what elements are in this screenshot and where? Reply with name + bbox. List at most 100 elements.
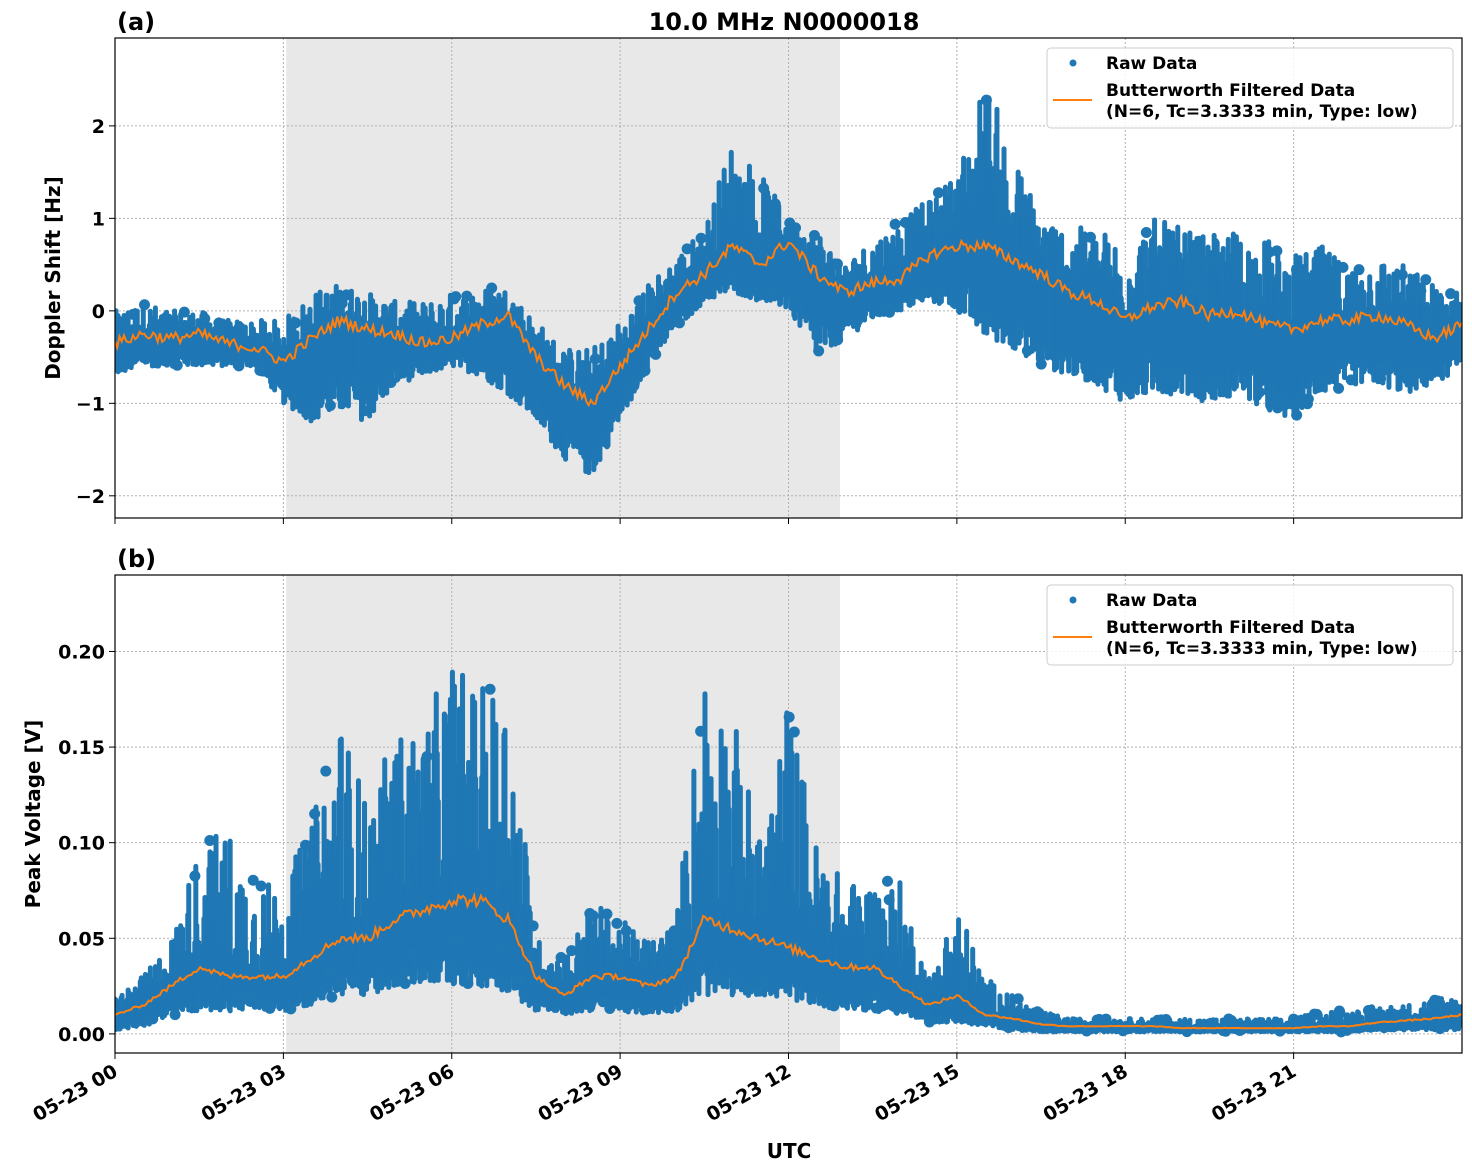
raw-data-point: [204, 834, 216, 846]
raw-data-point: [692, 962, 704, 974]
raw-data-point: [421, 751, 433, 763]
y-tick-label: 0.05: [58, 928, 105, 950]
raw-data-point: [1272, 390, 1284, 402]
y-tick-label: −2: [76, 486, 105, 508]
raw-data-point: [285, 1003, 297, 1015]
raw-data-point: [264, 1002, 276, 1014]
raw-data-point: [422, 360, 434, 372]
legend-box: [1046, 584, 1454, 666]
x-tick-label: 05-23 00: [29, 1060, 121, 1126]
raw-data-point: [868, 989, 880, 1001]
raw-data-point: [1341, 1024, 1353, 1036]
raw-data-point: [461, 290, 473, 302]
raw-data-point: [1345, 374, 1357, 386]
raw-data-point: [359, 405, 371, 417]
raw-data-point: [254, 364, 266, 376]
raw-data-point: [229, 988, 241, 1000]
raw-data-point: [1012, 993, 1024, 1005]
raw-data-point: [1353, 264, 1365, 276]
raw-data-point: [753, 985, 765, 997]
raw-data-point: [746, 283, 758, 295]
raw-data-point: [828, 1000, 840, 1012]
raw-data-point: [1031, 1006, 1043, 1018]
legend-filtered-params: (N=6, Tc=3.3333 min, Type: low): [1106, 639, 1418, 659]
raw-data-point: [514, 973, 526, 985]
raw-data-point: [884, 306, 896, 318]
raw-data-point: [406, 946, 418, 958]
raw-data-point: [650, 348, 662, 360]
raw-data-point: [589, 353, 601, 365]
raw-data-point: [385, 377, 397, 389]
raw-data-point: [300, 839, 312, 851]
raw-data-point: [1378, 1022, 1390, 1034]
raw-data-point: [907, 213, 919, 225]
panel-a: −2 −1 0 1 2 (a) Doppler Shift [Hz] Raw Data Butt…: [41, 8, 1463, 524]
legend-filtered-label: Butterworth Filtered Data: [1106, 618, 1355, 638]
raw-data-point: [695, 725, 707, 737]
raw-data-point: [213, 317, 225, 329]
raw-data-point: [882, 297, 894, 309]
legend-raw-label: Raw Data: [1106, 54, 1197, 74]
y-axis-label: Peak Voltage [V]: [21, 720, 45, 909]
raw-data-point: [1157, 363, 1169, 375]
raw-data-point: [500, 979, 512, 991]
raw-data-point: [139, 299, 151, 311]
raw-data-point: [209, 985, 221, 997]
raw-data-point: [486, 282, 498, 294]
raw-data-point: [1091, 1014, 1103, 1026]
raw-data-point: [829, 258, 841, 270]
raw-data-point: [1223, 1013, 1235, 1025]
raw-data-point: [1156, 379, 1168, 391]
raw-data-point: [255, 880, 267, 892]
raw-data-point: [673, 317, 685, 329]
raw-data-point: [306, 408, 318, 420]
raw-data-point: [769, 198, 781, 210]
raw-data-point: [115, 361, 126, 373]
raw-data-point: [169, 1009, 181, 1021]
raw-data-point: [986, 316, 998, 328]
raw-data-point: [445, 962, 457, 974]
raw-data-point: [1021, 345, 1033, 357]
raw-data-point: [899, 216, 911, 228]
raw-data-point: [965, 1012, 977, 1024]
legend-raw-marker: [1069, 596, 1077, 604]
raw-data-point: [1117, 1025, 1129, 1037]
legend-raw-marker: [1069, 59, 1077, 67]
raw-data-point: [1291, 264, 1303, 276]
raw-data-point: [309, 808, 321, 820]
raw-data-point: [178, 306, 190, 318]
raw-data-point: [247, 874, 259, 886]
raw-data-point: [199, 313, 211, 325]
raw-data-point: [1378, 364, 1390, 376]
legend-raw-label: Raw Data: [1106, 591, 1197, 611]
raw-data-point: [462, 978, 474, 990]
raw-data-point: [399, 978, 411, 990]
y-tick-label: 0.10: [58, 833, 105, 855]
raw-data-point: [639, 365, 651, 377]
x-tick-label: 05-23 18: [1039, 1060, 1131, 1126]
raw-data-point: [623, 997, 635, 1009]
raw-data-point: [611, 917, 623, 929]
raw-data-point: [444, 936, 456, 948]
raw-data-point: [1291, 409, 1303, 421]
raw-data-point: [788, 726, 800, 738]
raw-data-point: [1081, 1025, 1093, 1037]
raw-data-point: [668, 925, 680, 937]
raw-data-point: [754, 971, 766, 983]
raw-data-point: [1411, 367, 1423, 379]
raw-data-point: [1140, 227, 1152, 239]
y-tick-label: 0: [92, 301, 105, 323]
raw-data-point: [336, 297, 348, 309]
raw-data-point: [290, 317, 302, 329]
raw-data-point: [1334, 1007, 1346, 1019]
figure-title: 10.0 MHz N0000018: [649, 8, 920, 36]
x-tick-label: 05-23 09: [534, 1060, 626, 1126]
raw-data-point: [127, 308, 139, 320]
raw-data-point: [452, 937, 464, 949]
raw-data-point: [1100, 1013, 1112, 1025]
y-tick-label: −1: [76, 393, 105, 415]
raw-data-point: [758, 182, 770, 194]
raw-data-point: [931, 291, 943, 303]
raw-data-point: [1375, 373, 1387, 385]
plot-area: [115, 94, 1462, 476]
